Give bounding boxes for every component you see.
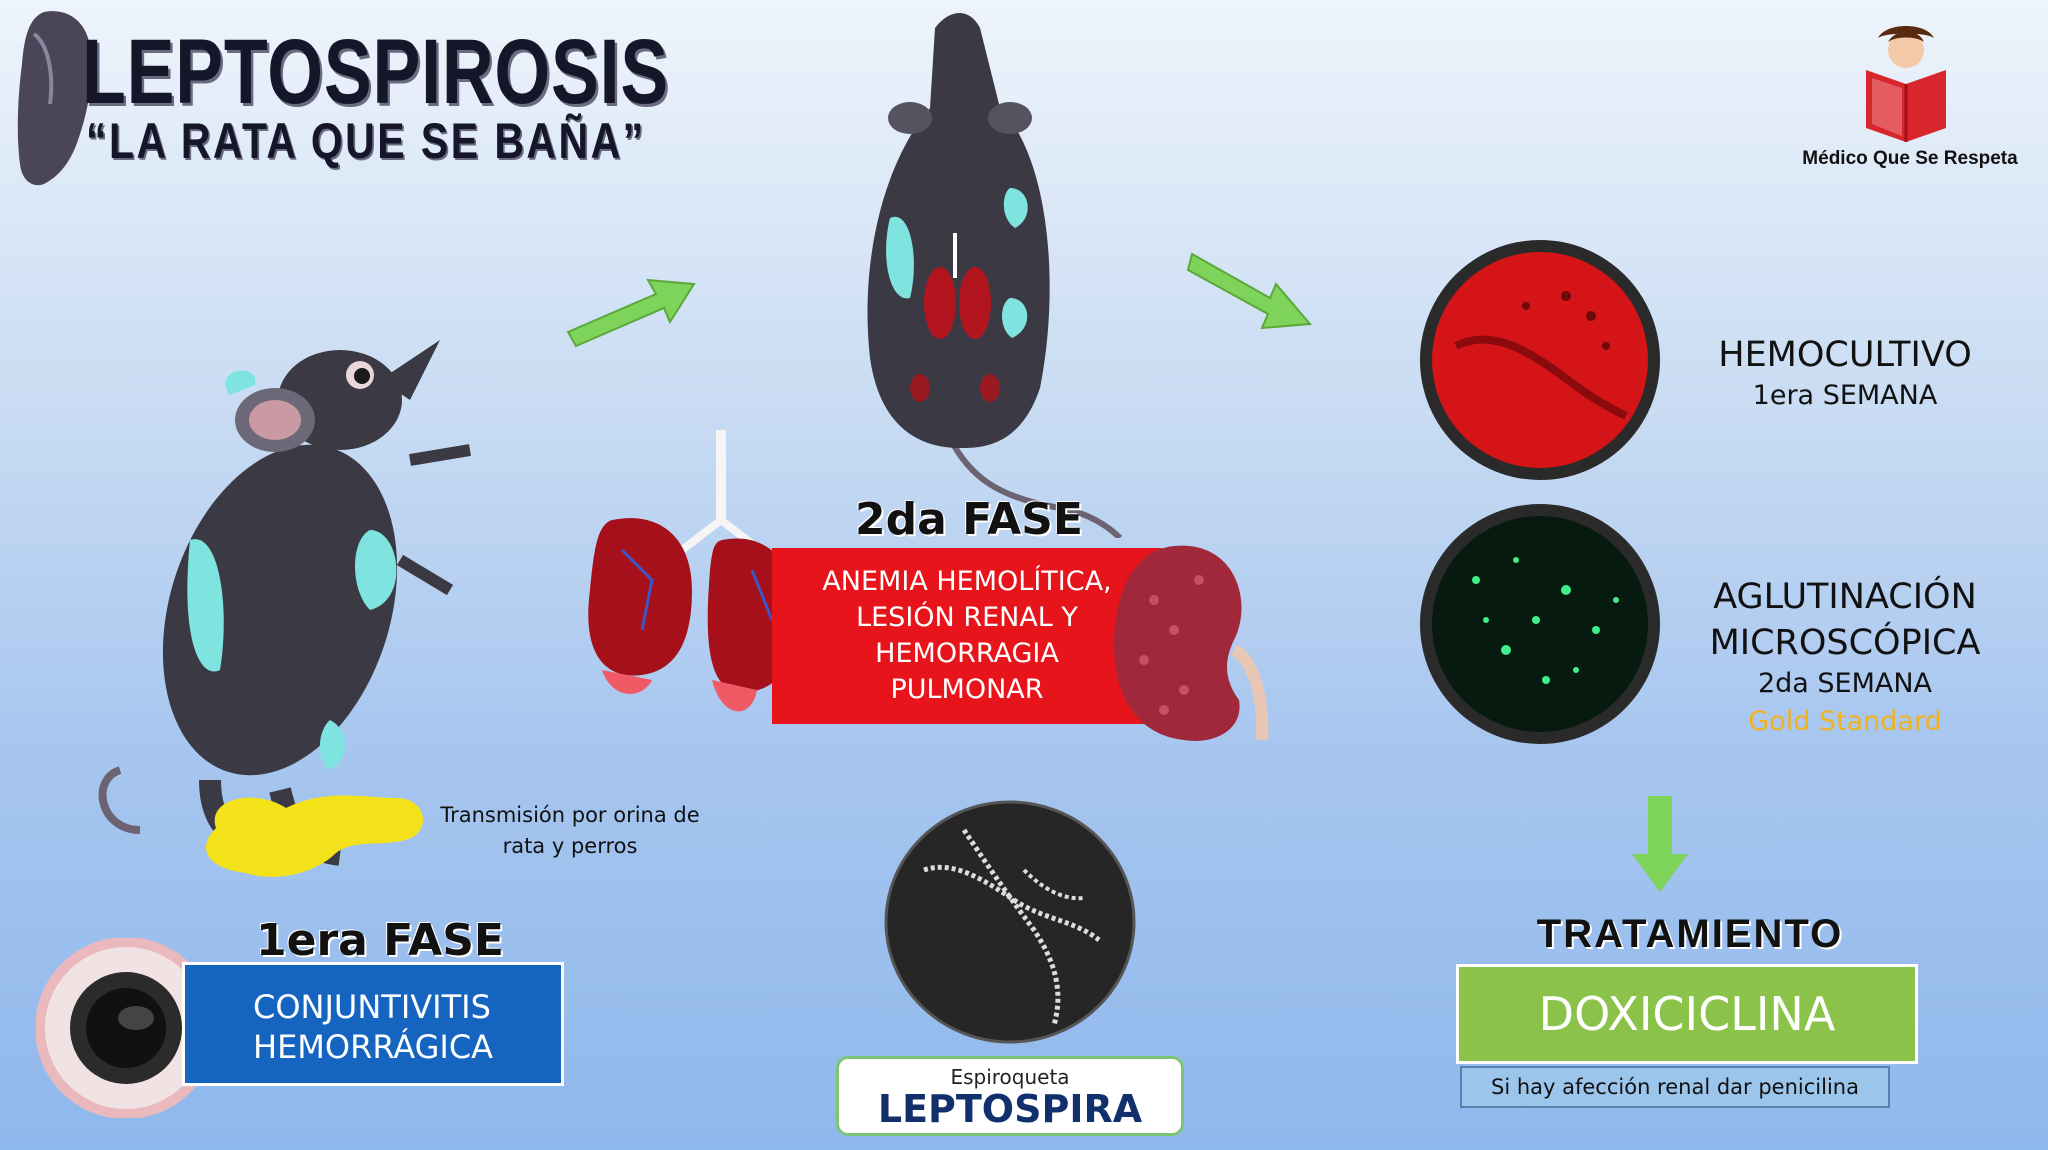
phase2-line-2: LESIÓN RENAL Y: [856, 602, 1078, 633]
transmission-text: Transmisión por orina de rata y perros: [420, 800, 720, 862]
kidney-icon: [1113, 545, 1269, 741]
leptospira-label: LEPTOSPIRA: [877, 1087, 1143, 1131]
logo-text: Médico Que Se Respeta: [1802, 148, 2018, 169]
treatment-heading: TRATAMIENTO: [1536, 912, 1844, 956]
aglutinacion-week: 2da SEMANA: [1757, 668, 1933, 699]
aglutinacion-title: AGLUTINACIÓN MICROSCÓPICA: [1670, 574, 2020, 666]
doxiciclina-box: DOXICICLINA: [1456, 964, 1918, 1064]
conjuntivitis-box: CONJUNTIVITIS HEMORRÁGICA: [182, 962, 564, 1086]
page-title: LEPTOSPIROSIS: [82, 21, 670, 123]
gold-standard-label: Gold Standard: [1748, 706, 1942, 737]
phase2-line-1: ANEMIA HEMOLÍTICA,: [822, 566, 1112, 597]
urine-puddle-icon: [206, 795, 423, 877]
transmission-line-1: Transmisión por orina de: [440, 803, 700, 827]
phase2-symptoms-box: ANEMIA HEMOLÍTICA, LESIÓN RENAL Y HEMORR…: [772, 548, 1162, 724]
rat-phase1-illustration: [98, 340, 471, 866]
arrow-right-down-icon: [1186, 252, 1313, 330]
leptospira-label-box: Espiroqueta LEPTOSPIRA: [836, 1056, 1184, 1136]
phase2-line-3: HEMORRAGIA: [875, 638, 1059, 669]
arrow-right-up-icon: [566, 278, 696, 348]
phase1-heading: 1era FASE: [256, 915, 504, 966]
spirochete-label: Espiroqueta: [950, 1065, 1070, 1089]
arrow-down-icon: [1632, 796, 1688, 892]
phase2-heading: 2da FASE: [855, 494, 1083, 545]
aglutinacion-line-1: AGLUTINACIÓN: [1713, 577, 1977, 617]
rat-title-illustration: [17, 11, 92, 186]
conjuntivitis-line-2: HEMORRÁGICA: [253, 1028, 494, 1066]
page-subtitle: “LA RATA QUE SE BAÑA”: [86, 113, 646, 169]
conjuntivitis-line-1: CONJUNTIVITIS: [253, 988, 491, 1026]
aglutinacion-line-2: MICROSCÓPICA: [1709, 623, 1981, 663]
agglutination-plate-icon: [1420, 504, 1660, 744]
leptospira-microscope-icon: [884, 800, 1136, 1044]
phase2-line-4: PULMONAR: [890, 674, 1044, 705]
penicilina-note: Si hay afección renal dar penicilina: [1460, 1066, 1890, 1108]
hemocultivo-title: HEMOCULTIVO: [1718, 335, 1972, 375]
blood-culture-plate-icon: [1420, 240, 1660, 480]
logo-reader-icon: [1866, 26, 1946, 142]
rat-phase2-illustration: [867, 13, 1123, 538]
hemocultivo-week: 1era SEMANA: [1752, 380, 1938, 411]
transmission-line-2: rata y perros: [502, 834, 638, 858]
